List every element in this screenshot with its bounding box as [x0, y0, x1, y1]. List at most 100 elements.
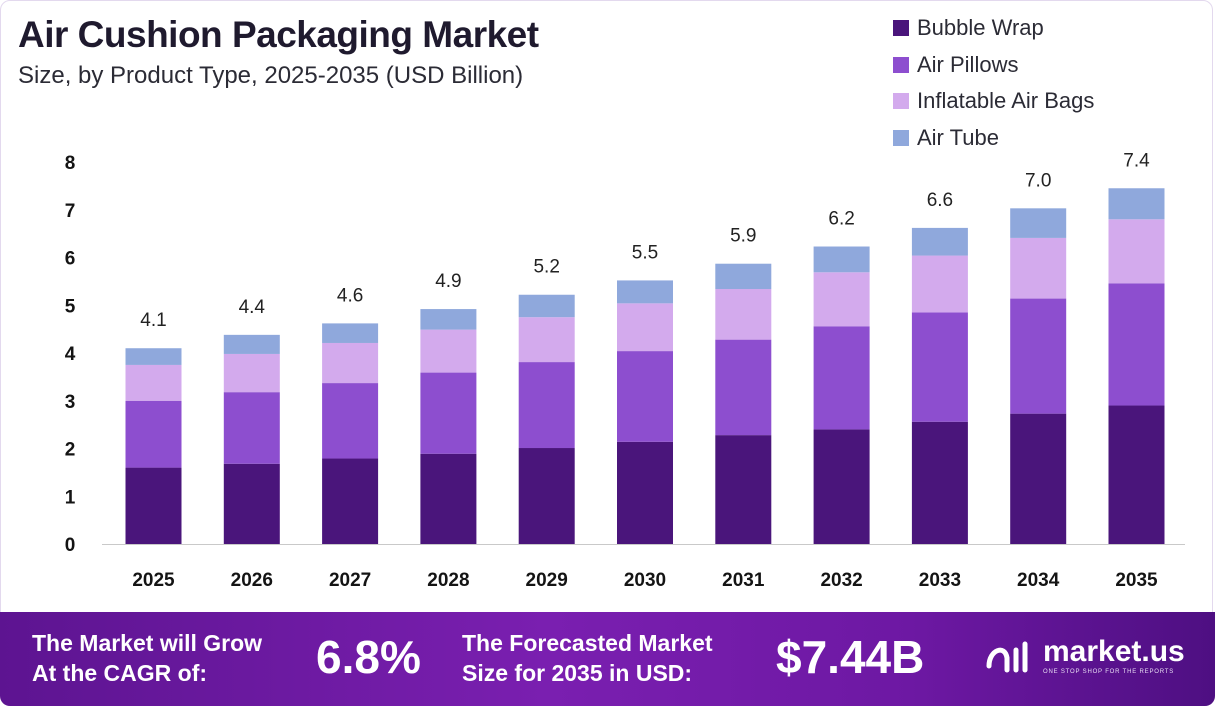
y-tick-label: 8 [65, 153, 76, 174]
y-tick-label: 7 [65, 201, 76, 222]
bar-segment [715, 339, 772, 436]
bar-total-label: 5.5 [632, 242, 658, 263]
legend-label: Air Pillows [917, 51, 1019, 77]
bar-total-label: 7.0 [1025, 170, 1051, 191]
x-tick-label: 2034 [1017, 570, 1060, 591]
y-tick-label: 2 [65, 440, 76, 461]
bar-segment [813, 429, 870, 544]
bar-segment [322, 342, 379, 384]
cagr-caption-line1: The Market will Grow [32, 630, 263, 656]
cagr-caption: The Market will Grow At the CAGR of: [32, 628, 262, 688]
bar-segment [1108, 405, 1165, 544]
cagr-value: 6.8% [316, 631, 421, 683]
footer-banner: The Market will Grow At the CAGR of: 6.8… [0, 612, 1215, 706]
bar-segment [715, 263, 772, 290]
bar-total-label: 4.1 [140, 310, 166, 331]
x-tick-label: 2028 [427, 570, 469, 591]
bar-segment [223, 463, 280, 544]
bar-segment [1010, 208, 1067, 238]
y-tick-label: 6 [65, 249, 76, 270]
chart-title: Air Cushion Packaging Market [18, 14, 539, 55]
bar-segment [617, 280, 673, 304]
bar-total-label: 7.4 [1123, 150, 1150, 171]
bar-segment [518, 317, 575, 363]
bar-segment [420, 329, 477, 373]
bar-segment [322, 458, 379, 544]
y-tick-label: 4 [65, 344, 76, 365]
bar-segment [125, 400, 182, 468]
brand-tagline: ONE STOP SHOP FOR THE REPORTS [1043, 669, 1175, 675]
legend-label: Inflatable Air Bags [917, 88, 1095, 114]
bar-segment [125, 364, 182, 401]
bar-segment [518, 362, 575, 449]
bar-total-label: 5.2 [533, 257, 559, 278]
bar-total-label: 4.9 [435, 271, 461, 292]
bar-segment [322, 383, 379, 459]
bar-segment [715, 435, 772, 544]
bar-segment [1010, 298, 1067, 414]
bar-total-label: 4.6 [337, 285, 363, 306]
x-tick-label: 2033 [919, 570, 961, 591]
bar-total-label: 5.9 [730, 226, 756, 247]
bar-segment [911, 227, 968, 256]
x-tick-label: 2029 [526, 570, 568, 591]
legend-item-bubble-wrap: Bubble Wrap [893, 10, 1094, 47]
x-tick-label: 2035 [1115, 570, 1158, 591]
bar-segment [617, 351, 673, 442]
chart-subtitle: Size, by Product Type, 2025-2035 (USD Bi… [18, 62, 524, 89]
market-us-logo-icon [986, 641, 1028, 673]
y-tick-label: 0 [65, 535, 76, 556]
forecast-caption-line2: Size for 2035 in USD: [462, 660, 693, 686]
legend-label: Bubble Wrap [917, 15, 1044, 41]
bar-total-label: 4.4 [239, 297, 266, 318]
x-tick-label: 2030 [624, 570, 666, 591]
bar-total-label: 6.2 [828, 209, 854, 230]
forecast-caption: The Forecasted Market Size for 2035 in U… [462, 628, 713, 688]
brand-logo[interactable]: market.us ONE STOP SHOP FOR THE REPORTS [985, 636, 1185, 676]
stacked-bar-chart: 0 1 2 3 4 5 6 7 8 4.1 2025 4.4 2026 4.6 2027 4.9 2028 5.2… [65, 150, 1185, 591]
cagr-caption-line2: At the CAGR of: [32, 660, 208, 686]
bar-segment [125, 348, 182, 365]
bar-segment [1108, 283, 1165, 406]
brand-name: market.us [1043, 635, 1185, 668]
legend-swatch [893, 20, 909, 37]
legend: Bubble Wrap Air Pillows Inflatable Air B… [893, 10, 1094, 156]
bar-segment [125, 467, 182, 544]
legend-item-air-pillows: Air Pillows [893, 47, 1094, 84]
x-tick-label: 2025 [132, 570, 175, 591]
legend-swatch [893, 129, 909, 146]
x-tick-label: 2031 [722, 570, 765, 591]
bar-segment [813, 326, 870, 430]
bar-segment [911, 312, 968, 422]
x-tick-label: 2032 [820, 570, 862, 591]
bar-segment [617, 441, 673, 544]
bar-segment [617, 303, 673, 352]
bar-total-label: 6.6 [927, 190, 953, 211]
bar-segment [518, 294, 575, 318]
x-tick-label: 2027 [329, 570, 371, 591]
y-tick-label: 3 [65, 392, 76, 413]
bar-segment [813, 272, 870, 327]
bar-segment [813, 246, 870, 273]
bar-segment [223, 334, 280, 354]
bar-segment [1108, 188, 1165, 220]
forecast-caption-line1: The Forecasted Market [462, 630, 713, 656]
legend-item-inflatable-air-bags: Inflatable Air Bags [893, 83, 1094, 120]
bar-segment [518, 448, 575, 544]
bar-segment [1010, 413, 1067, 544]
bar-segment [1010, 237, 1067, 299]
y-tick-label: 1 [65, 487, 76, 508]
legend-label: Air Tube [917, 124, 999, 150]
bar-segment [911, 421, 968, 544]
bar-segment [420, 453, 477, 544]
legend-item-air-tube: Air Tube [893, 120, 1094, 157]
bar-segment [420, 372, 477, 454]
x-tick-label: 2026 [231, 570, 273, 591]
legend-swatch [893, 56, 909, 73]
forecast-value: $7.44B [776, 631, 925, 683]
bar-segment [223, 353, 280, 393]
bar-segment [322, 323, 379, 343]
bar-segment [715, 289, 772, 340]
bar-segment [420, 309, 477, 330]
bar-segment [911, 255, 968, 313]
